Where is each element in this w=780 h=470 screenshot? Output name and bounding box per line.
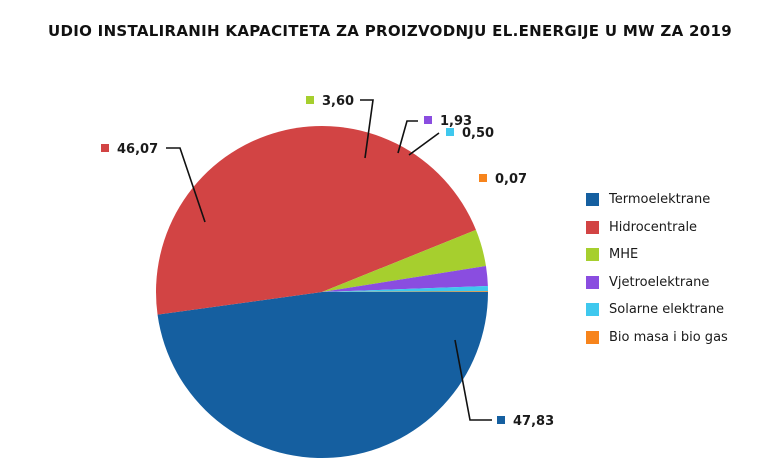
leader-line-mhe	[360, 99, 374, 159]
data-label-mhe: 3,60	[322, 94, 354, 109]
data-label-solarne-elektrane: 0,50	[462, 126, 494, 141]
data-label-hidrocentrale: 46,07	[117, 142, 158, 157]
data-label-marker-termoelektrane	[497, 416, 505, 424]
legend-item-hidrocentrale: Hidrocentrale	[586, 214, 728, 242]
legend-label: Termoelektrane	[609, 192, 711, 208]
legend-label: Solarne elektrane	[609, 302, 725, 318]
data-label-marker-hidrocentrale	[101, 144, 109, 152]
legend-item-mhe: MHE	[586, 241, 728, 269]
legend-label: Vjetroelektrane	[609, 274, 710, 290]
legend-swatch	[586, 248, 599, 262]
legend-label: Hidrocentrale	[609, 219, 698, 235]
legend-swatch	[586, 220, 599, 234]
data-label-termoelektrane: 47,83	[513, 414, 554, 429]
legend-swatch	[586, 330, 599, 344]
legend-swatch	[586, 193, 599, 207]
data-label-vjetroelektrane: 1,93	[440, 114, 472, 129]
pie-slice-vjetroelektrane	[322, 266, 488, 292]
data-label-marker-solarne-elektrane	[446, 128, 454, 136]
leader-line-vjetroelektrane	[397, 120, 418, 154]
data-label-marker-vjetroelektrane	[424, 116, 432, 124]
data-label-marker-mhe	[306, 96, 314, 104]
legend-swatch	[586, 275, 599, 289]
leader-line-hidrocentrale	[166, 147, 206, 223]
pie-slice-hidrocentrale	[155, 125, 476, 315]
chart-title: UDIO INSTALIRANIH KAPACITETA ZA PROIZVOD…	[48, 22, 732, 40]
legend-item-termoelektrane: Termoelektrane	[586, 186, 728, 214]
legend-item-bio-masa-i-bio-gas: Bio masa i bio gas	[586, 324, 728, 352]
leader-line-termoelektrane	[454, 339, 492, 421]
legend-item-vjetroelektrane: Vjetroelektrane	[586, 269, 728, 297]
pie-slice-termoelektrane	[157, 292, 488, 458]
legend: Termoelektrane Hidrocentrale MHE Vjetroelek…	[586, 186, 728, 351]
legend-label: Bio masa i bio gas	[609, 329, 728, 345]
pie-slice-solarne-elektrane	[322, 286, 488, 292]
data-label-marker-bio-masa-i-bio-gas	[479, 174, 487, 182]
legend-label: MHE	[609, 247, 639, 263]
legend-item-solarne-elektrane: Solarne elektrane	[586, 296, 728, 324]
pie-slice-bio-masa-i-bio-gas	[322, 291, 488, 292]
leader-line-solarne-elektrane	[408, 132, 440, 156]
legend-swatch	[586, 303, 599, 317]
data-label-bio-masa-i-bio-gas: 0,07	[495, 172, 527, 187]
pie-slice-mhe	[322, 229, 486, 292]
